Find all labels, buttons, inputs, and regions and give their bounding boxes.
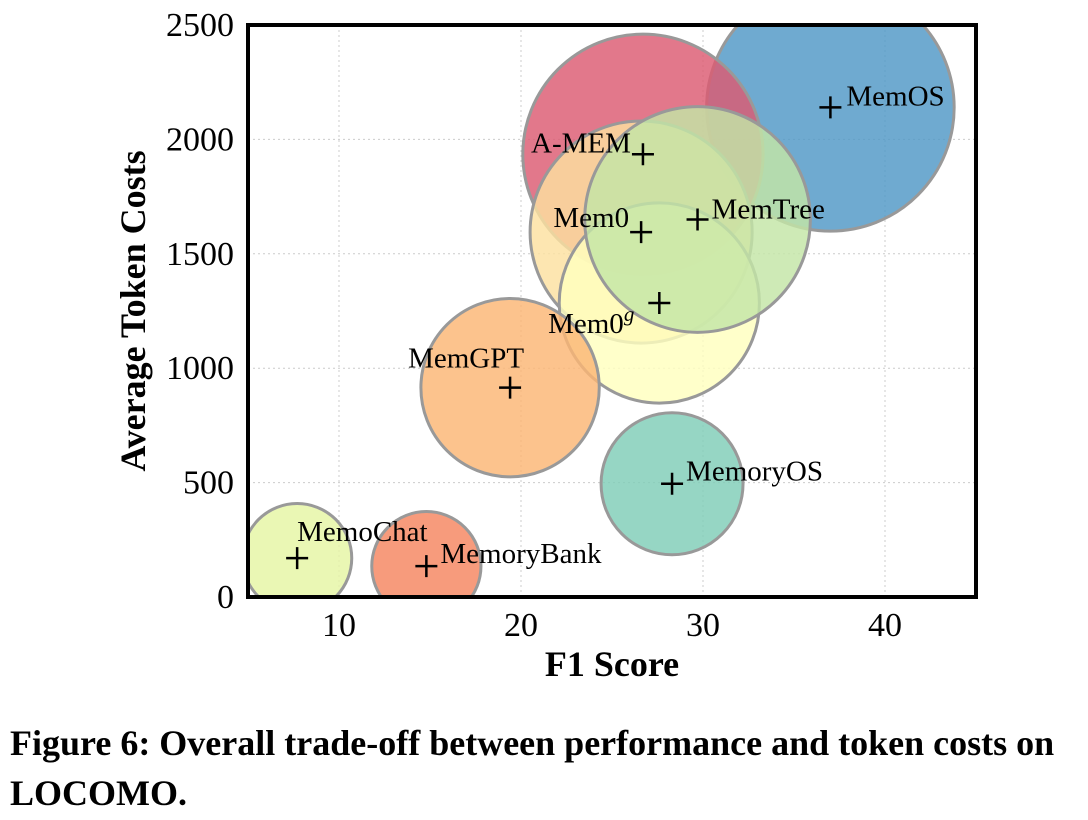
- x-tick-label: 30: [686, 607, 720, 644]
- point-marker: [686, 208, 709, 231]
- y-tick-label: 0: [217, 579, 234, 616]
- point-markers: [286, 96, 842, 578]
- x-tick-label: 10: [322, 607, 356, 644]
- bubble: [370, 510, 483, 597]
- point-label: MemoryBank: [440, 538, 602, 570]
- point-marker: [286, 547, 309, 570]
- x-tick-labels: 10 20 30 40: [322, 607, 902, 644]
- point-marker: [415, 555, 438, 578]
- point-label: Mem0g: [548, 302, 634, 340]
- x-axis-title: F1 Score: [545, 644, 679, 684]
- point-label: MemGPT: [408, 343, 524, 375]
- plot-frame: [246, 23, 978, 599]
- point-label: MemOS: [846, 80, 944, 112]
- point-label: Mem0: [553, 202, 629, 234]
- y-tick-label: 2500: [166, 7, 234, 44]
- point-marker: [499, 376, 522, 399]
- point-marker: [648, 291, 671, 314]
- y-tick-labels: 0 500 1000 1500 2000 2500: [166, 7, 234, 616]
- point-label: MemoryOS: [686, 456, 823, 488]
- y-tick-label: 1000: [166, 350, 234, 387]
- point-marker: [819, 96, 842, 119]
- point-label: MemTree: [712, 193, 825, 225]
- y-axis-title: Average Token Costs: [113, 150, 153, 471]
- bubble: [248, 502, 354, 597]
- point-label: A-MEM: [531, 127, 631, 159]
- point-marker: [631, 143, 654, 166]
- x-tick-label: 20: [504, 607, 538, 644]
- point-marker: [661, 472, 684, 495]
- x-tick-label: 40: [868, 607, 902, 644]
- point-marker: [630, 221, 653, 244]
- y-tick-label: 500: [183, 465, 234, 502]
- figure-caption: Figure 6: Overall trade-off between perf…: [10, 723, 1055, 813]
- point-label: MemoChat: [297, 516, 428, 548]
- y-tick-label: 2000: [166, 121, 234, 158]
- point-labels: MemOS A-MEM Mem0 Mem0g MemTree MemGPT MemoryOS…: [297, 80, 945, 570]
- y-tick-label: 1500: [166, 236, 234, 273]
- bubble-chart: MemOS A-MEM Mem0 Mem0g MemTree MemGPT MemoryOS…: [113, 7, 978, 684]
